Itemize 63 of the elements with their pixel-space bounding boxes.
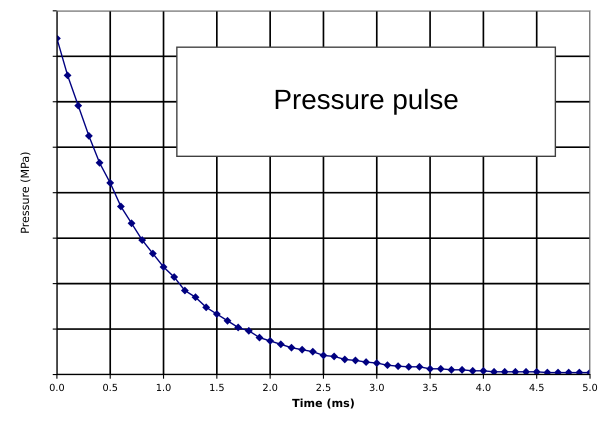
point — [288, 344, 296, 352]
point — [160, 263, 168, 271]
point — [128, 220, 136, 227]
point — [266, 337, 274, 345]
point — [181, 286, 188, 294]
point — [437, 365, 444, 372]
point — [117, 202, 125, 210]
point — [234, 324, 242, 332]
x-tick-label: 3.0 — [370, 384, 384, 392]
point — [394, 362, 402, 370]
point — [565, 368, 572, 375]
point — [309, 348, 316, 356]
point — [170, 273, 178, 281]
point — [149, 250, 157, 258]
point — [74, 102, 82, 110]
point — [501, 368, 508, 375]
point — [362, 358, 370, 366]
point — [202, 304, 210, 311]
x-tick-label: 0.0 — [50, 384, 64, 392]
x-tick-label: 2.0 — [263, 384, 278, 392]
point — [96, 159, 104, 166]
y-axis-title: Pressure (MPa) — [20, 152, 30, 233]
point — [106, 179, 114, 187]
point — [533, 368, 540, 375]
x-tick-label: 5.0 — [583, 384, 598, 392]
point — [373, 359, 380, 367]
point — [330, 352, 338, 360]
point — [341, 356, 348, 364]
point — [138, 236, 146, 244]
point — [522, 368, 530, 375]
point — [458, 366, 466, 374]
point — [544, 368, 552, 375]
point — [277, 340, 284, 348]
point — [405, 363, 412, 370]
point — [298, 346, 306, 354]
point — [448, 366, 456, 374]
x-tick-label: 4.5 — [529, 384, 544, 392]
point — [416, 363, 424, 370]
point — [213, 310, 220, 318]
x-axis-title: Time (ms) — [292, 398, 354, 408]
x-tick-label: 4.0 — [476, 384, 490, 392]
point — [426, 365, 434, 372]
text: Pressure pulse — [276, 88, 458, 115]
point — [512, 368, 520, 375]
point — [192, 294, 200, 301]
point — [352, 356, 360, 364]
point — [256, 334, 264, 342]
x-tick-label: 3.5 — [423, 384, 437, 392]
point — [320, 352, 328, 360]
point — [64, 72, 72, 80]
point — [554, 368, 562, 375]
x-tick-label: 1.0 — [156, 384, 171, 392]
point — [384, 361, 392, 369]
point — [245, 327, 252, 334]
point — [224, 317, 232, 324]
x-tick-label: 0.5 — [103, 384, 118, 392]
point — [85, 132, 93, 140]
point — [576, 368, 583, 375]
point — [480, 367, 488, 374]
point — [469, 367, 476, 374]
x-tick-label: 1.5 — [210, 384, 224, 392]
x-tick-label: 2.5 — [316, 384, 330, 392]
point — [490, 368, 498, 375]
